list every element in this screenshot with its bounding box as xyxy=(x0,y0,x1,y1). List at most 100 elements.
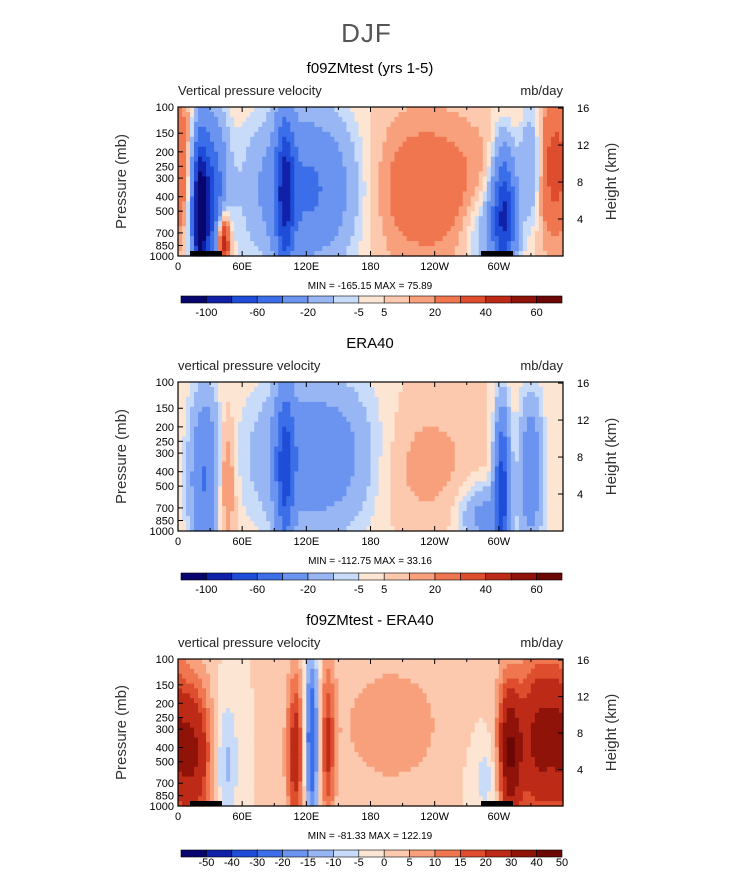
heatmap-cell xyxy=(498,131,504,138)
heatmap-cell xyxy=(202,481,207,487)
heatmap-cell xyxy=(270,216,275,222)
heatmap-cell xyxy=(410,181,416,188)
heatmap-cell xyxy=(318,386,323,393)
heatmap-cell xyxy=(398,436,404,443)
heatmap-cell xyxy=(178,511,183,517)
heatmap-cell xyxy=(366,196,372,202)
heatmap-cell xyxy=(390,386,396,393)
heatmap-cell xyxy=(358,246,364,252)
heatmap-cell xyxy=(390,191,396,197)
heatmap-cell xyxy=(210,426,215,433)
heatmap-cell xyxy=(330,466,336,472)
heatmap-cell xyxy=(318,466,323,472)
heatmap-cell xyxy=(410,241,416,247)
heatmap-cell xyxy=(198,211,203,217)
heatmap-cell xyxy=(410,126,416,133)
heatmap-cell xyxy=(422,141,428,148)
heatmap-cell xyxy=(322,201,327,207)
heatmap-cell xyxy=(414,511,420,517)
heatmap-cell xyxy=(410,521,416,527)
heatmap-cell xyxy=(458,161,464,168)
heatmap-cell xyxy=(554,246,560,252)
heatmap-cell xyxy=(226,406,231,413)
heatmap-cell xyxy=(246,161,251,168)
heatmap-cell xyxy=(406,161,412,168)
heatmap-cell xyxy=(450,136,456,143)
heatmap-cell xyxy=(390,176,396,183)
heatmap-cell xyxy=(298,421,303,428)
heatmap-cell xyxy=(462,131,468,138)
heatmap-cell xyxy=(370,176,376,183)
heatmap-cell xyxy=(218,516,223,522)
heatmap-cell xyxy=(434,396,440,403)
heatmap-cell xyxy=(330,411,336,418)
heatmap-cell xyxy=(490,161,496,168)
heatmap-cell xyxy=(310,506,315,512)
heatmap-cell xyxy=(246,466,251,472)
heatmap-cell xyxy=(274,526,279,532)
heatmap-cell xyxy=(222,526,227,532)
heatmap-cell xyxy=(366,126,372,133)
heatmap-cell xyxy=(178,456,183,463)
heatmap-cell xyxy=(190,111,195,118)
heatmap-cell xyxy=(494,126,500,133)
heatmap-cell xyxy=(270,476,275,482)
heatmap-cell xyxy=(398,126,404,133)
heatmap-cell xyxy=(394,461,400,468)
heatmap-cell xyxy=(218,151,223,158)
heatmap-cell xyxy=(506,107,512,113)
heatmap-cell xyxy=(362,161,368,168)
heatmap-cell xyxy=(234,401,239,408)
heatmap-cell xyxy=(410,146,416,153)
heatmap-cell xyxy=(534,141,540,148)
heatmap-cell xyxy=(418,221,424,227)
heatmap-cell xyxy=(250,526,255,532)
heatmap-cell xyxy=(442,506,448,512)
heatmap-cell xyxy=(434,481,440,487)
heatmap-cell xyxy=(462,221,468,227)
heatmap-cell xyxy=(526,107,532,113)
heatmap-cell xyxy=(182,156,187,163)
heatmap-cell xyxy=(286,126,291,133)
heatmap-cell xyxy=(518,141,524,148)
heatmap-cell xyxy=(458,116,464,123)
heatmap-cell xyxy=(302,156,307,163)
heatmap-cell xyxy=(486,111,492,118)
heatmap-cell xyxy=(206,382,211,388)
heatmap-cell xyxy=(422,416,428,423)
heatmap-cell xyxy=(194,382,199,388)
heatmap-cell xyxy=(186,156,191,163)
heatmap-cell xyxy=(546,116,552,123)
heatmap-cell xyxy=(510,146,516,153)
heatmap-cell xyxy=(198,441,203,448)
heatmap-cell xyxy=(406,221,412,227)
heatmap-cell xyxy=(446,171,452,178)
heatmap-cell xyxy=(214,426,219,433)
heatmap-cell xyxy=(242,496,247,502)
heatmap-cell xyxy=(334,396,340,403)
heatmap-cell xyxy=(182,476,187,482)
heatmap-cell xyxy=(386,466,392,472)
heatmap-cell xyxy=(238,406,243,413)
heatmap-cell xyxy=(234,431,239,438)
heatmap-cell xyxy=(434,226,440,232)
heatmap-cell xyxy=(278,411,283,418)
heatmap-cell xyxy=(262,211,267,217)
heatmap-cell xyxy=(378,111,384,118)
heatmap-cell xyxy=(550,136,556,143)
heatmap-cell xyxy=(438,461,444,468)
heatmap-cell xyxy=(398,241,404,247)
heatmap-cell xyxy=(470,176,476,183)
heatmap-cell xyxy=(342,111,348,118)
heatmap-cell xyxy=(334,156,340,163)
heatmap-cell xyxy=(438,481,444,487)
heatmap-cell xyxy=(474,151,480,158)
heatmap-cell xyxy=(438,146,444,153)
heatmap-cell xyxy=(338,511,344,517)
heatmap-cell xyxy=(242,206,247,212)
heatmap-cell xyxy=(526,191,532,197)
heatmap-cell xyxy=(258,476,263,482)
heatmap-cell xyxy=(394,246,400,252)
heatmap-cell xyxy=(318,126,323,133)
heatmap-cell xyxy=(314,521,319,527)
